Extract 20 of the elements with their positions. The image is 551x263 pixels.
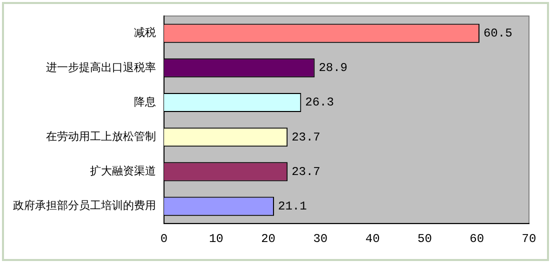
data-label: 21.1: [278, 199, 307, 214]
x-tick-label: 10: [208, 232, 224, 246]
x-tick-label: 50: [418, 232, 432, 246]
data-label: 23.7: [292, 164, 320, 179]
data-label: 28.9: [318, 61, 348, 76]
x-tick-label: 20: [261, 232, 276, 246]
data-label: 60.5: [483, 26, 512, 40]
x-tick-label: 30: [313, 232, 328, 246]
data-label: 23.7: [292, 130, 320, 144]
y-tick-label: 进一步提高出口退税率: [46, 60, 156, 74]
x-tick-label: 70: [522, 232, 536, 246]
y-tick-label: 降息: [134, 95, 156, 108]
y-tick-label: 政府承担部分员工培训的费用: [13, 199, 156, 212]
x-tick-label: 60: [470, 232, 484, 246]
y-tick-label: 在劳动用工上放松管制: [46, 130, 156, 143]
x-tick-label: 40: [365, 232, 380, 246]
x-tick-label: 0: [160, 232, 168, 246]
y-tick-label: 减税: [134, 26, 156, 40]
data-label: 26.3: [305, 96, 334, 110]
y-tick-label: 扩大融资渠道: [90, 164, 156, 178]
